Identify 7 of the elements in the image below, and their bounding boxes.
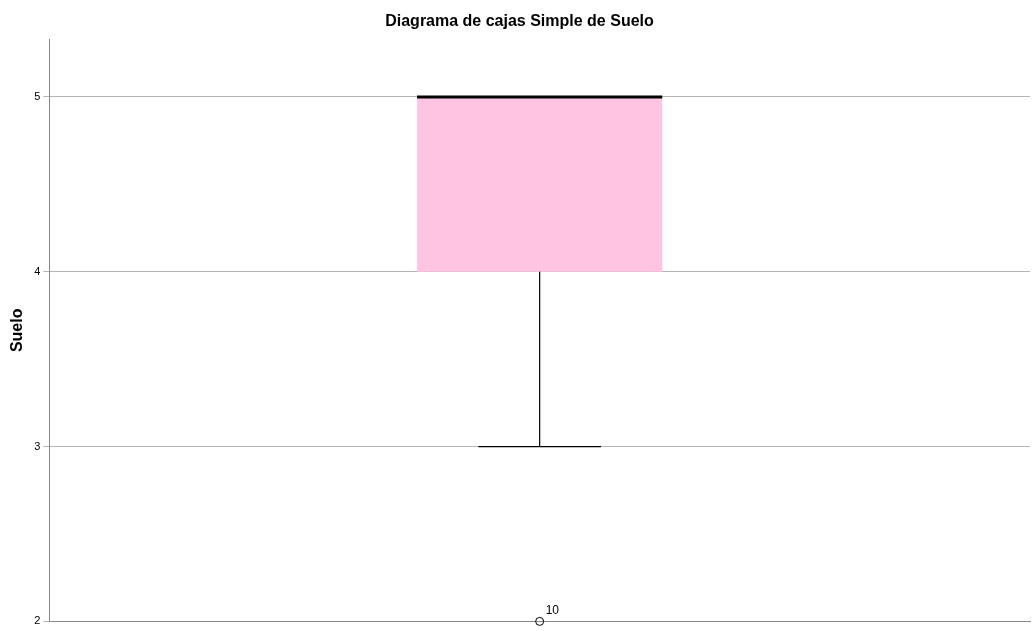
- y-tick-label: 5: [34, 89, 41, 102]
- annotation: 10: [545, 602, 560, 617]
- y-tick-label: 2: [34, 614, 41, 627]
- y-tick-label: 3: [34, 439, 41, 452]
- y-tick-label: 4: [34, 264, 41, 277]
- y-axis-title: Suelo: [8, 308, 26, 353]
- chart-title: Diagrama de cajas Simple de Suelo: [385, 12, 654, 30]
